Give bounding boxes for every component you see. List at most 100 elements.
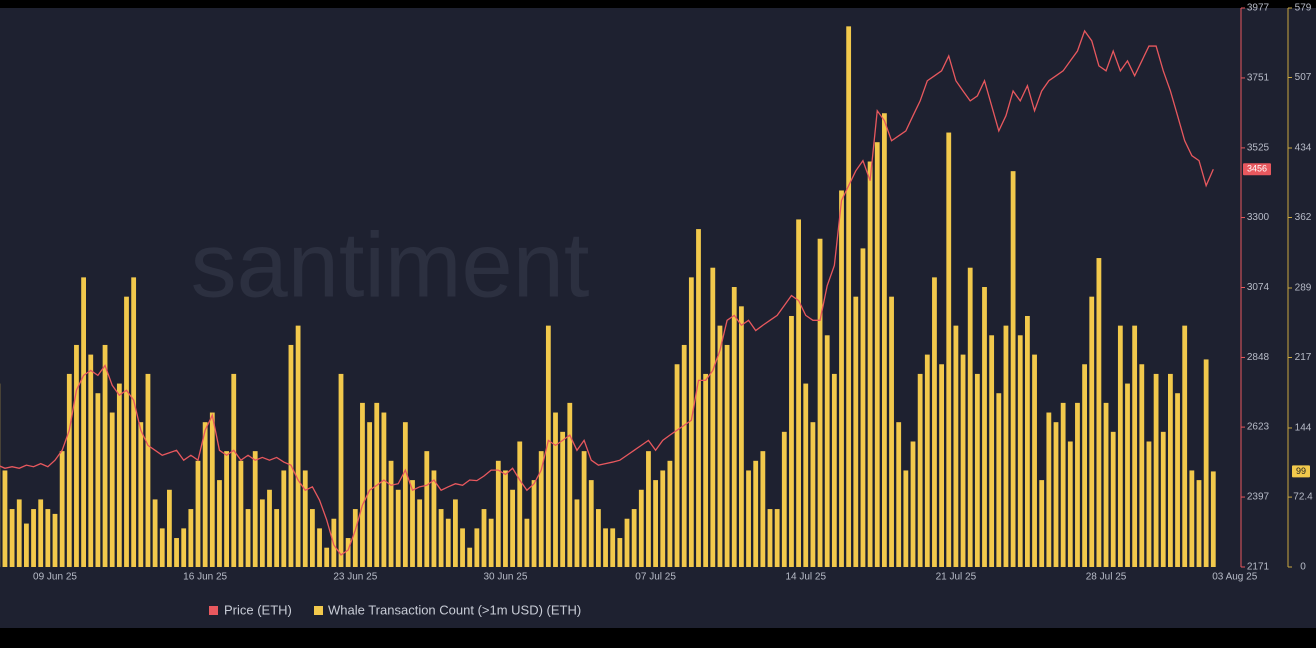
bar [946,133,951,567]
bar [975,374,980,567]
bar [96,393,101,567]
legend-swatch-price [209,606,218,615]
bar [968,268,973,567]
legend-label[interactable]: Price (ETH) [224,602,292,617]
bar [1168,374,1173,567]
bar [482,509,487,567]
bar [1004,326,1009,567]
bar [896,422,901,567]
bar [153,499,158,567]
bar [167,490,172,567]
bar [710,268,715,567]
bar [181,528,186,567]
x-tick-label: 07 Jul 25 [635,572,676,583]
bar [146,374,151,567]
bar [746,470,751,567]
bar [989,335,994,567]
bar [675,364,680,567]
bar [24,524,29,567]
bar [939,364,944,567]
bar [832,374,837,567]
bar [267,490,272,567]
bar [1154,374,1159,567]
bar [653,480,658,567]
bar [525,519,530,567]
bar [903,470,908,567]
legend-swatch-whale [314,606,323,615]
bar [961,355,966,567]
bar [718,326,723,567]
bar [1204,359,1209,567]
bar [303,470,308,567]
bar [811,422,816,567]
bar [510,490,515,567]
x-tick-label: 28 Jul 25 [1086,572,1127,583]
bar [660,470,665,567]
bar [1175,393,1180,567]
bar [768,509,773,567]
bar [589,480,594,567]
bar [131,277,136,567]
bar [124,297,129,567]
bar [217,480,222,567]
bar [1018,335,1023,567]
bar [467,548,472,567]
bar [439,509,444,567]
bar [60,451,65,567]
bar [274,509,279,567]
bar [88,355,93,567]
y-tick-label: 3074 [1247,282,1270,293]
bar [460,528,465,567]
x-tick-label: 21 Jul 25 [936,572,977,583]
bar [210,413,215,567]
y-tick-label: 2848 [1247,352,1270,363]
bar [696,229,701,567]
x-tick-label: 03 Aug 25 [1212,572,1257,583]
y-tick-label: 2397 [1247,492,1270,503]
bar [489,519,494,567]
bar [417,499,422,567]
bar [596,509,601,567]
bar [610,528,615,567]
bar [1097,258,1102,567]
x-tick-label: 23 Jun 25 [333,572,377,583]
bar [732,287,737,567]
bar [1147,441,1152,567]
bar [81,277,86,567]
bar [646,451,651,567]
bar [517,441,522,567]
bar [281,470,286,567]
bar [818,239,823,567]
bar [882,113,887,567]
y2-tick-label: 72.4 [1293,492,1313,503]
bar [353,509,358,567]
bar [954,326,959,567]
bar [868,162,873,567]
bar [503,470,508,567]
y2-tick-label: 0 [1300,562,1306,573]
bar [889,297,894,567]
bar [982,287,987,567]
y2-tick-label: 579 [1295,3,1312,14]
bar [446,519,451,567]
bar [1032,355,1037,567]
bar [324,548,329,567]
last-value-label: 3456 [1247,164,1267,174]
legend-label[interactable]: Whale Transaction Count (>1m USD) (ETH) [328,602,581,617]
bar [224,451,229,567]
bar [1011,171,1016,567]
bar [1068,441,1073,567]
bar [760,451,765,567]
bar [1211,471,1216,567]
y-tick-label: 2623 [1247,422,1270,433]
bar [925,355,930,567]
bar [582,451,587,567]
bar [317,528,322,567]
bar [1118,326,1123,567]
x-tick-label: 09 Jun 25 [33,572,77,583]
watermark: santiment [191,214,590,316]
bar [410,480,415,567]
bar [474,528,479,567]
